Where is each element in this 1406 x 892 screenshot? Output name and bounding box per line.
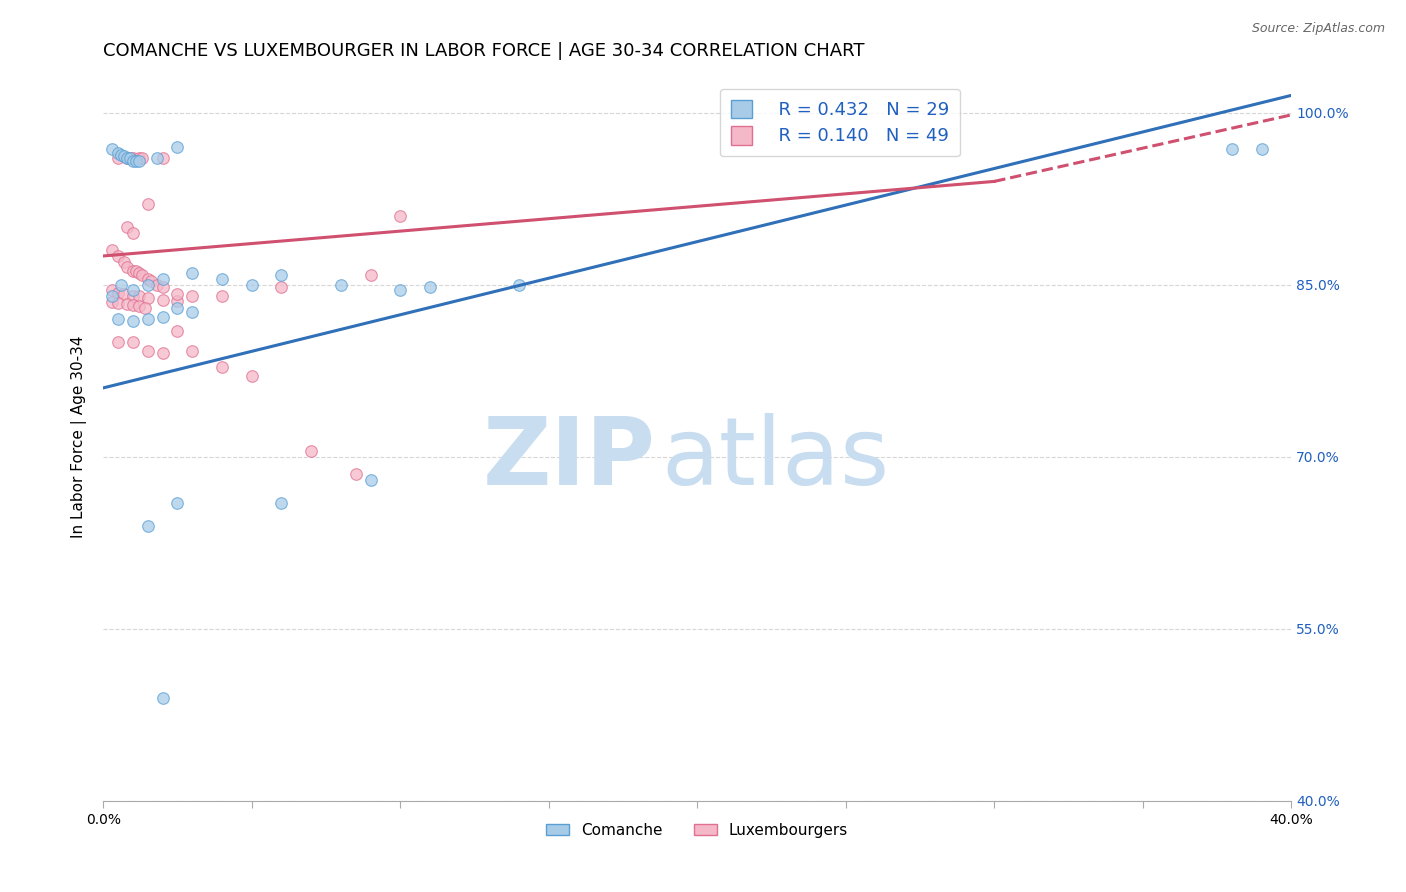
Point [122,284,145,298]
Point [118,152,141,166]
Point [152,293,174,307]
Point [122,152,145,166]
Point [112,254,135,268]
Point [152,152,174,166]
Point [107,145,129,160]
Point [152,310,174,324]
Point [1250,142,1272,156]
Point [360,473,382,487]
Point [122,298,145,312]
Point [166,301,188,315]
Point [240,369,263,384]
Point [122,289,145,303]
Point [211,289,233,303]
Point [181,344,204,359]
Point [110,277,132,292]
Point [107,249,129,263]
Point [122,153,145,168]
Point [101,244,124,258]
Point [152,690,174,705]
Text: ZIP: ZIP [482,412,655,505]
Point [112,286,135,301]
Point [136,292,159,306]
Text: Source: ZipAtlas.com: Source: ZipAtlas.com [1251,22,1385,36]
Point [299,444,322,458]
Point [110,148,132,162]
Point [131,152,153,166]
Point [128,266,150,280]
Point [136,518,159,533]
Point [152,346,174,360]
Point [145,277,167,292]
Point [152,280,174,294]
Point [136,277,159,292]
Point [166,286,188,301]
Point [145,152,167,166]
Point [125,153,148,168]
Point [101,289,124,303]
Point [128,153,150,168]
Point [122,264,145,278]
Point [240,277,263,292]
Point [107,152,129,166]
Point [166,495,188,509]
Point [181,289,204,303]
Point [1220,142,1243,156]
Point [136,197,159,211]
Point [115,297,138,311]
Point [107,312,129,326]
Text: COMANCHE VS LUXEMBOURGER IN LABOR FORCE | AGE 30-34 CORRELATION CHART: COMANCHE VS LUXEMBOURGER IN LABOR FORCE … [103,42,865,60]
Point [115,220,138,235]
Point [134,301,156,315]
Point [508,277,530,292]
Point [101,142,124,156]
Point [122,226,145,240]
Point [389,284,412,298]
Point [329,277,352,292]
Point [107,285,129,300]
Point [389,209,412,223]
Point [270,495,292,509]
Point [419,280,441,294]
Point [166,140,188,154]
Point [107,334,129,349]
Point [136,312,159,326]
Text: atlas: atlas [662,412,890,505]
Point [152,272,174,286]
Point [115,152,138,166]
Point [270,280,292,294]
Point [166,293,188,308]
Legend: Comanche, Luxembourgers: Comanche, Luxembourgers [540,817,855,844]
Point [166,324,188,338]
Point [118,152,141,166]
Point [211,272,233,286]
Point [125,264,148,278]
Point [122,314,145,328]
Point [211,360,233,375]
Point [128,152,150,166]
Point [101,284,124,298]
Y-axis label: In Labor Force | Age 30-34: In Labor Force | Age 30-34 [72,335,87,538]
Point [360,268,382,283]
Point [122,334,145,349]
Point [128,289,150,303]
Point [115,260,138,275]
Point [131,268,153,283]
Point [344,467,367,481]
Point [128,300,150,314]
Point [115,152,138,166]
Point [136,344,159,359]
Point [136,272,159,286]
Point [181,266,204,280]
Point [139,274,162,288]
Point [112,149,135,163]
Point [270,268,292,283]
Point [181,305,204,319]
Point [101,294,124,309]
Point [107,296,129,310]
